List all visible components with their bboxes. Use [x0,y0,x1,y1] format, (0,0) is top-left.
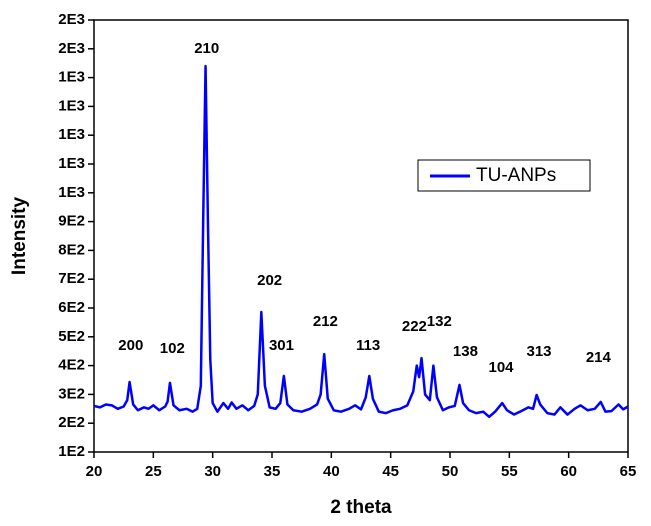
peak-label: 210 [194,40,219,57]
x-tick-label: 65 [620,463,637,480]
x-tick-label: 25 [145,463,162,480]
data-line [93,64,629,419]
peak-label: 301 [269,337,294,354]
y-axis-label: Intensity [9,197,30,276]
y-tick-label: 1E2 [58,443,85,460]
peak-label: 222 [402,318,427,335]
y-tick-label: 8E2 [58,241,85,258]
y-tick-label: 4E2 [58,357,85,374]
x-tick-label: 50 [442,463,459,480]
peak-label: 132 [427,313,452,330]
y-tick-label: 5E2 [58,328,85,345]
x-tick-label: 20 [86,463,103,480]
y-tick-label: 7E2 [58,270,85,287]
peak-label: 202 [257,272,282,289]
legend-label: TU-ANPs [476,165,556,186]
y-tick-label: 3E2 [58,385,85,402]
peak-label: 104 [489,359,515,376]
y-tick-label: 1E3 [58,97,85,114]
plot-frame [93,19,629,453]
y-tick-label: 2E2 [58,414,85,431]
x-tick-label: 35 [264,463,281,480]
y-tick-label: 1E3 [58,126,85,143]
y-tick-label: 6E2 [58,299,85,316]
y-tick-label: 1E3 [58,184,85,201]
peak-label: 200 [118,337,143,354]
x-tick-label: 55 [501,463,518,480]
y-tick-label: 2E3 [58,11,85,28]
peak-label: 102 [160,340,185,357]
x-axis-label: 2 theta [330,497,392,518]
x-tick-label: 30 [204,463,221,480]
x-tick-label: 40 [323,463,340,480]
y-tick-label: 9E2 [58,213,85,230]
peak-label: 113 [356,337,380,354]
x-tick-label: 60 [560,463,577,480]
peak-label: 212 [313,313,338,330]
x-tick-label: 45 [382,463,399,480]
peak-label: 138 [453,343,478,360]
peak-label: 214 [586,349,612,366]
peak-label: 313 [526,343,551,360]
y-tick-label: 2E3 [58,40,85,57]
y-tick-label: 1E3 [58,155,85,172]
y-tick-label: 1E3 [58,69,85,86]
